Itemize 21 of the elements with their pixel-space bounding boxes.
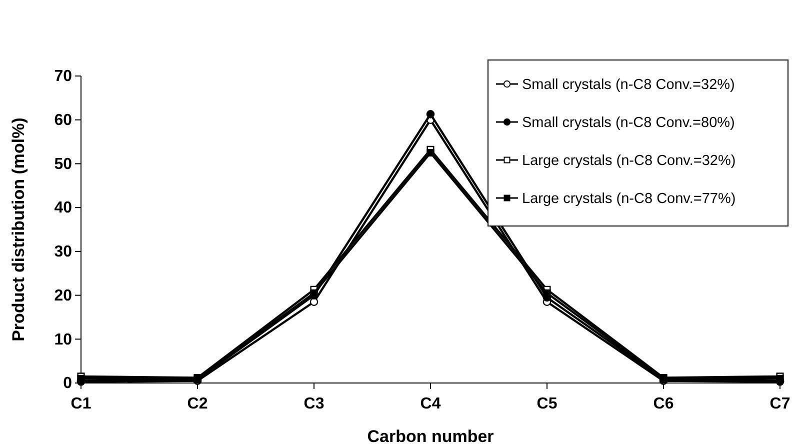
x-tick-label: C1 <box>70 395 92 412</box>
x-tick-label: C2 <box>187 395 208 412</box>
legend-label: Large crystals (n-C8 Conv.=32%) <box>522 153 736 169</box>
legend-label: Large crystals (n-C8 Conv.=77%) <box>522 191 736 207</box>
y-tick-label: 0 <box>63 375 72 392</box>
y-tick-label: 70 <box>54 68 72 86</box>
x-axis-title: Carbon number <box>367 427 494 446</box>
y-tick-label: 20 <box>54 287 72 304</box>
x-tick-label: C6 <box>653 395 674 412</box>
y-tick-label: 30 <box>54 244 72 261</box>
legend-label: Small crystals (n-C8 Conv.=80%) <box>522 115 735 131</box>
legend-label: Small crystals (n-C8 Conv.=32%) <box>522 77 735 93</box>
y-tick-label: 10 <box>54 331 72 348</box>
x-tick-label: C7 <box>770 395 790 412</box>
y-tick-label: 50 <box>54 156 72 173</box>
x-tick-label: C4 <box>420 395 441 412</box>
y-tick-label: 60 <box>54 112 72 129</box>
x-tick-label: C5 <box>536 395 558 412</box>
x-tick-label: C3 <box>304 395 324 412</box>
y-axis-title: Product distribution (mol%) <box>9 118 28 342</box>
y-tick-label: 40 <box>54 200 72 217</box>
